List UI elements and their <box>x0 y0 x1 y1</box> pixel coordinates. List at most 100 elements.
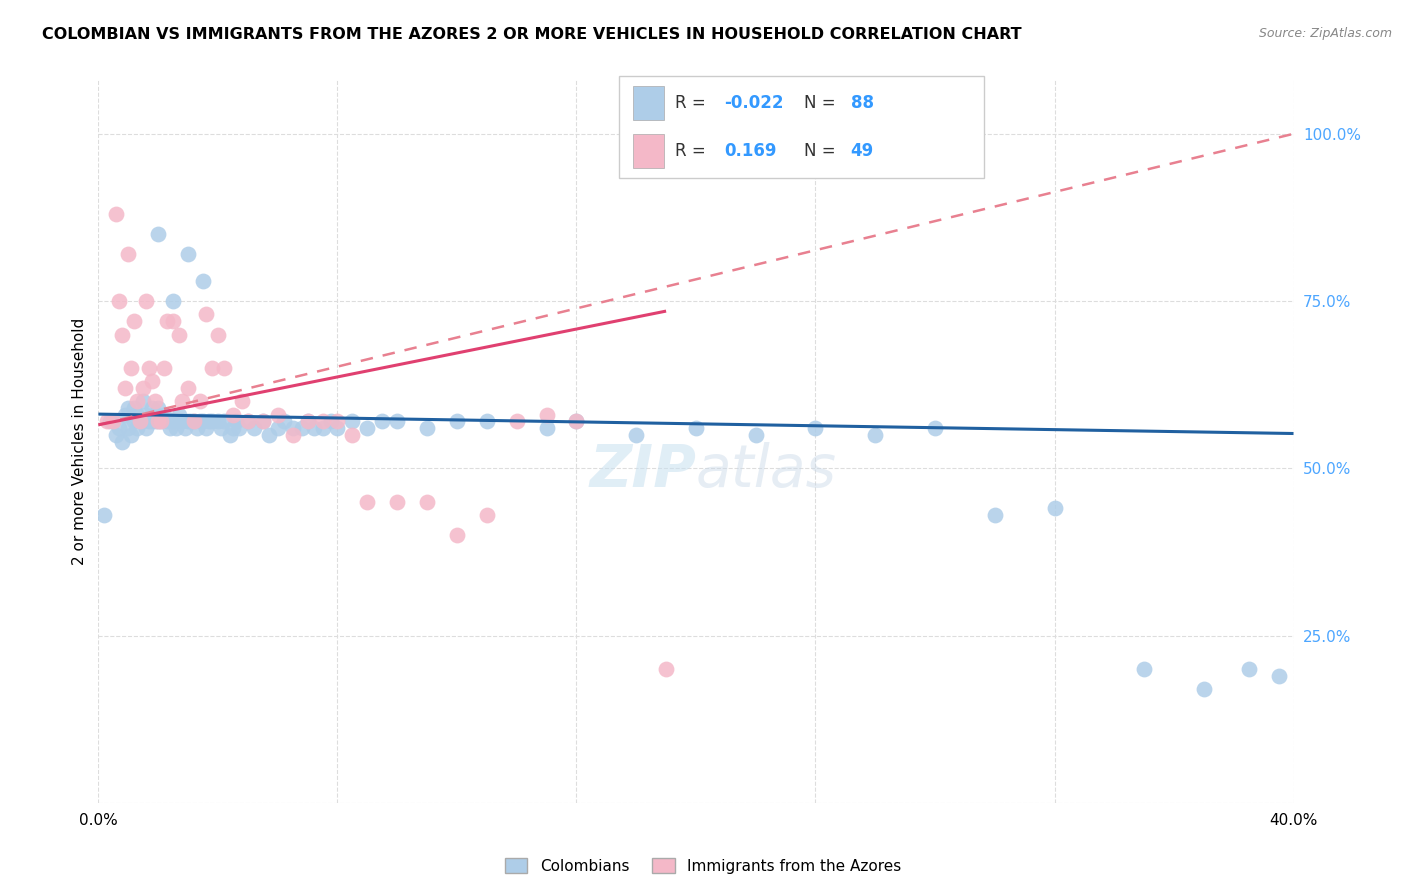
Point <box>114 381 136 395</box>
Text: atlas: atlas <box>696 442 837 499</box>
Text: N =: N = <box>804 94 841 112</box>
Point <box>321 414 343 429</box>
Point <box>267 408 290 422</box>
Point <box>132 381 155 395</box>
Point <box>143 394 166 409</box>
Point <box>124 414 146 429</box>
Point <box>96 414 118 429</box>
Point <box>207 414 229 429</box>
Point <box>745 427 768 442</box>
Point <box>117 247 139 261</box>
Point <box>804 421 827 435</box>
Point <box>153 408 176 422</box>
Point <box>183 414 205 429</box>
Point <box>177 414 200 429</box>
Point <box>228 421 250 435</box>
Point <box>127 408 149 422</box>
Point <box>103 414 125 429</box>
Text: 0.169: 0.169 <box>724 142 776 160</box>
Point <box>281 427 304 442</box>
Point <box>177 381 200 395</box>
Point <box>273 414 295 429</box>
Point <box>148 401 170 416</box>
Point <box>167 327 190 342</box>
Point <box>93 508 115 523</box>
Point <box>105 427 128 442</box>
Point <box>243 421 266 435</box>
Point <box>195 307 218 322</box>
Point <box>141 414 163 429</box>
Point <box>865 427 887 442</box>
Point <box>186 421 208 435</box>
Text: R =: R = <box>675 94 711 112</box>
Point <box>124 314 146 328</box>
Point <box>446 528 468 542</box>
Point <box>385 494 409 508</box>
Point <box>212 414 235 429</box>
Point <box>297 414 319 429</box>
Point <box>446 414 468 429</box>
Point <box>416 494 439 508</box>
Point <box>135 421 157 435</box>
Text: R =: R = <box>675 142 716 160</box>
Text: 88: 88 <box>851 94 873 112</box>
Point <box>105 207 128 221</box>
Point <box>252 414 274 429</box>
Point <box>685 421 707 435</box>
Point <box>252 414 274 429</box>
Point <box>120 361 142 376</box>
Point <box>236 414 259 429</box>
Point <box>103 414 125 429</box>
Point <box>924 421 946 435</box>
Point <box>291 421 314 435</box>
Point <box>326 414 349 429</box>
Point <box>342 414 364 429</box>
Point <box>257 427 280 442</box>
Point <box>1043 501 1066 516</box>
Text: ZIP: ZIP <box>589 442 696 499</box>
Point <box>222 408 245 422</box>
Point <box>188 414 211 429</box>
Point <box>536 421 558 435</box>
Point <box>174 421 197 435</box>
Point <box>209 421 232 435</box>
Point <box>132 394 155 409</box>
Point <box>148 414 170 429</box>
Legend: Colombians, Immigrants from the Azores: Colombians, Immigrants from the Azores <box>498 852 908 880</box>
Point <box>138 361 160 376</box>
Point <box>132 414 155 429</box>
Point <box>356 421 378 435</box>
Point <box>153 361 176 376</box>
Point <box>138 414 160 429</box>
Point <box>297 414 319 429</box>
Point <box>111 434 134 449</box>
Point <box>135 294 157 309</box>
Point <box>159 421 181 435</box>
Point <box>475 414 498 429</box>
Point <box>180 414 202 429</box>
Point <box>1237 662 1260 676</box>
Text: COLOMBIAN VS IMMIGRANTS FROM THE AZORES 2 OR MORE VEHICLES IN HOUSEHOLD CORRELAT: COLOMBIAN VS IMMIGRANTS FROM THE AZORES … <box>42 27 1022 42</box>
Point <box>114 408 136 422</box>
Point <box>655 662 678 676</box>
Point <box>1192 681 1215 696</box>
Point <box>156 414 179 429</box>
Point <box>207 327 229 342</box>
Point <box>172 394 194 409</box>
Point <box>626 427 648 442</box>
Point <box>98 414 122 429</box>
Point <box>183 414 205 429</box>
Point <box>120 427 142 442</box>
Point <box>195 421 218 435</box>
Point <box>342 427 364 442</box>
Point <box>117 401 139 416</box>
Point <box>143 414 166 429</box>
Point <box>162 314 184 328</box>
Point <box>162 294 184 309</box>
Point <box>127 394 149 409</box>
Point <box>536 408 558 422</box>
Point <box>148 414 170 429</box>
Point <box>385 414 409 429</box>
Text: -0.022: -0.022 <box>724 94 783 112</box>
Point <box>475 508 498 523</box>
